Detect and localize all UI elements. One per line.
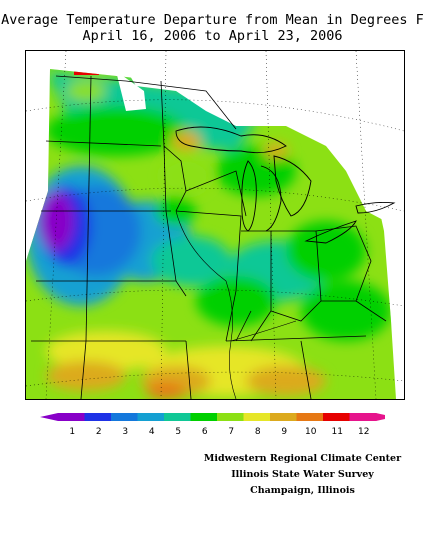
legend-swatch [190, 413, 218, 421]
legend-label: 7 [228, 427, 234, 437]
legend-swatch [164, 413, 191, 421]
map-date-range: April 16, 2006 to April 23, 2006 [82, 28, 343, 44]
rivers [175, 210, 297, 399]
map-canvas [26, 51, 404, 399]
legend-swatch [137, 413, 165, 421]
legend-swatch [111, 413, 138, 421]
temperature-departure-map [25, 50, 405, 400]
legend-swatch [270, 413, 297, 421]
map-title: Average Temperature Departure from Mean … [1, 12, 424, 28]
legend-swatches [40, 413, 385, 421]
credit-location: Champaign, Illinois [250, 485, 355, 496]
legend-label: 2 [96, 427, 102, 437]
legend-label: 1 [69, 427, 75, 437]
state-boundaries [31, 75, 387, 399]
legend-label: 10 [305, 427, 317, 437]
legend-swatch [296, 413, 324, 421]
legend-label: 5 [175, 427, 181, 437]
graticule [26, 51, 404, 399]
legend-arrow-right [376, 413, 385, 421]
great-lakes [175, 126, 396, 244]
legend-swatch [58, 413, 85, 421]
legend-arrow-left [40, 413, 58, 421]
legend-label: 4 [149, 427, 155, 437]
no-data-area [126, 69, 404, 231]
legend-labels: 1 2 3 4 5 6 7 8 9 10 11 12 [69, 427, 369, 437]
legend-swatch [84, 413, 112, 421]
legend-swatch [323, 413, 350, 421]
legend-label: 12 [358, 427, 369, 437]
credit-mrcc: Midwestern Regional Climate Center [203, 453, 402, 464]
legend-swatch [217, 413, 244, 421]
legend-swatch [243, 413, 271, 421]
legend-label: 8 [255, 427, 261, 437]
legend-label: 11 [332, 427, 343, 437]
credit-isws: Illinois State Water Survey [231, 469, 374, 480]
color-legend: 1 2 3 4 5 6 7 8 9 10 11 12 [40, 413, 385, 437]
legend-label: 6 [202, 427, 208, 437]
legend-label: 3 [122, 427, 128, 437]
legend-label: 9 [281, 427, 287, 437]
legend-swatch [349, 413, 377, 421]
